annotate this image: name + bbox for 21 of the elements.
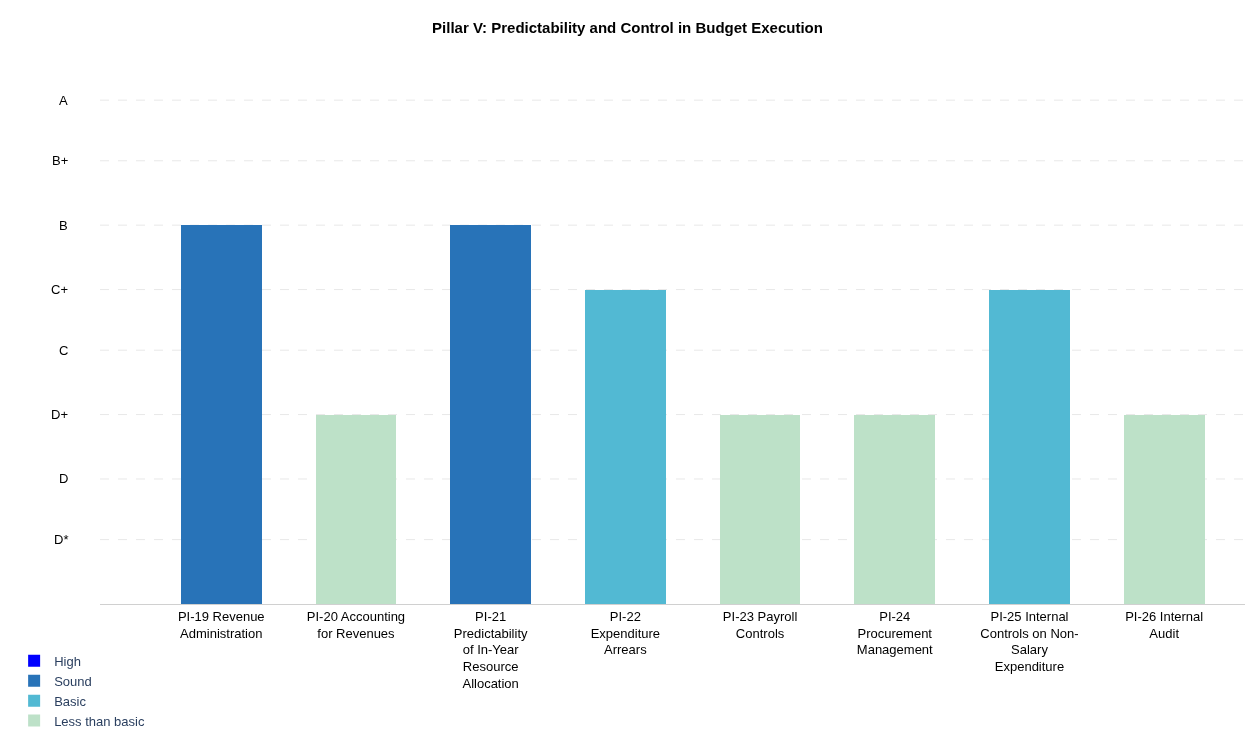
x-tick-label: PI-22 Expenditure Arrears — [590, 608, 661, 658]
x-tick-label: PI-19 Revenue Administration — [177, 608, 265, 641]
ref-line-label: B — [59, 218, 68, 233]
legend-label: Less than basic — [54, 713, 145, 729]
ref-line-label: D+ — [51, 407, 68, 422]
x-tick-label: PI-24 Procurement Management — [856, 608, 934, 658]
x-tick-label: PI-25 Internal Controls on Non-Salary Expenditure — [980, 608, 1079, 675]
ref-line-label: B+ — [52, 153, 69, 168]
x-tick-label: PI-21 Predictability of In-Year Resource Allocation — [453, 608, 528, 692]
ref-line-label: C — [59, 343, 69, 358]
ref-line-label: A — [59, 93, 68, 108]
ref-line-label: C+ — [51, 282, 68, 297]
legend-label: Sound — [54, 673, 92, 689]
x-tick-label: PI-20 Accounting for Revenues — [306, 608, 406, 641]
ref-line-label: D* — [54, 532, 69, 547]
x-tick-label: PI-26 Internal Audit — [1125, 608, 1204, 641]
legend-label: Basic — [54, 693, 87, 709]
legend-label: High — [54, 653, 81, 669]
ref-line-label: D — [59, 471, 69, 486]
x-tick-label: PI-23 Payroll Controls — [722, 608, 798, 641]
chart-title: Pillar V: Predictability and Control in Budget Execution — [432, 18, 823, 36]
